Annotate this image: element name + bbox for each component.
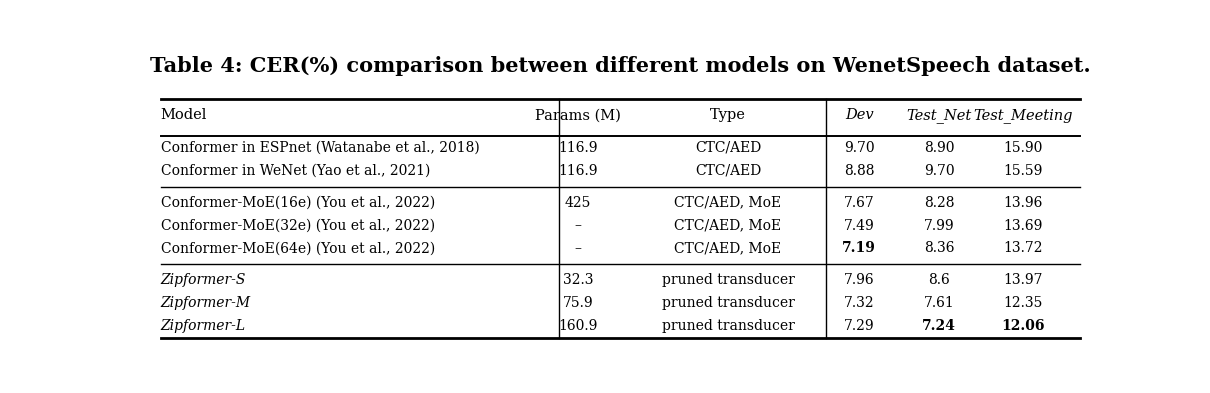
Text: Table 4: CER(%) comparison between different models on WenetSpeech dataset.: Table 4: CER(%) comparison between diffe… [150, 56, 1090, 76]
Text: Model: Model [161, 108, 207, 122]
Text: 7.24: 7.24 [922, 319, 956, 333]
Text: 8.36: 8.36 [923, 241, 955, 255]
Text: CTC/AED: CTC/AED [695, 164, 761, 178]
Text: Conformer-MoE(16e) (You et al., 2022): Conformer-MoE(16e) (You et al., 2022) [161, 196, 434, 210]
Text: CTC/AED, MoE: CTC/AED, MoE [674, 196, 782, 210]
Text: Test_Meeting: Test_Meeting [974, 108, 1073, 123]
Text: pruned transducer: pruned transducer [662, 296, 795, 310]
Text: 425: 425 [565, 196, 592, 210]
Text: –: – [575, 241, 582, 255]
Text: Zipformer-M: Zipformer-M [161, 296, 250, 310]
Text: Conformer-MoE(64e) (You et al., 2022): Conformer-MoE(64e) (You et al., 2022) [161, 241, 434, 255]
Text: Dev: Dev [845, 108, 874, 122]
Text: 8.88: 8.88 [845, 164, 875, 178]
Text: 7.32: 7.32 [843, 296, 875, 310]
Text: Zipformer-L: Zipformer-L [161, 319, 246, 333]
Text: CTC/AED, MoE: CTC/AED, MoE [674, 241, 782, 255]
Text: 7.67: 7.67 [843, 196, 875, 210]
Text: CTC/AED, MoE: CTC/AED, MoE [674, 219, 782, 233]
Text: Conformer in ESPnet (Watanabe et al., 2018): Conformer in ESPnet (Watanabe et al., 20… [161, 141, 479, 155]
Text: Zipformer-S: Zipformer-S [161, 274, 246, 288]
Text: 7.19: 7.19 [842, 241, 876, 255]
Text: 13.96: 13.96 [1003, 196, 1043, 210]
Text: 7.99: 7.99 [923, 219, 955, 233]
Text: 8.90: 8.90 [923, 141, 955, 155]
Text: pruned transducer: pruned transducer [662, 274, 795, 288]
Text: 12.35: 12.35 [1003, 296, 1043, 310]
Text: 7.29: 7.29 [843, 319, 875, 333]
Text: pruned transducer: pruned transducer [662, 319, 795, 333]
Text: 13.97: 13.97 [1003, 274, 1043, 288]
Text: 116.9: 116.9 [558, 141, 598, 155]
Text: 32.3: 32.3 [563, 274, 593, 288]
Text: 8.6: 8.6 [928, 274, 950, 288]
Text: Conformer in WeNet (Yao et al., 2021): Conformer in WeNet (Yao et al., 2021) [161, 164, 430, 178]
Text: 75.9: 75.9 [563, 296, 593, 310]
Text: 13.69: 13.69 [1003, 219, 1043, 233]
Text: 116.9: 116.9 [558, 164, 598, 178]
Text: 15.90: 15.90 [1003, 141, 1043, 155]
Text: 7.61: 7.61 [923, 296, 955, 310]
Text: Conformer-MoE(32e) (You et al., 2022): Conformer-MoE(32e) (You et al., 2022) [161, 219, 434, 233]
Text: Test_Net: Test_Net [906, 108, 972, 123]
Text: 160.9: 160.9 [558, 319, 598, 333]
Text: Type: Type [710, 108, 745, 122]
Text: 12.06: 12.06 [1002, 319, 1045, 333]
Text: 8.28: 8.28 [923, 196, 955, 210]
Text: Params (M): Params (M) [535, 108, 621, 122]
Text: 9.70: 9.70 [843, 141, 875, 155]
Text: –: – [575, 219, 582, 233]
Text: CTC/AED: CTC/AED [695, 141, 761, 155]
Text: 13.72: 13.72 [1003, 241, 1043, 255]
Text: 7.49: 7.49 [843, 219, 875, 233]
Text: 7.96: 7.96 [843, 274, 875, 288]
Text: 9.70: 9.70 [923, 164, 955, 178]
Text: 15.59: 15.59 [1003, 164, 1043, 178]
